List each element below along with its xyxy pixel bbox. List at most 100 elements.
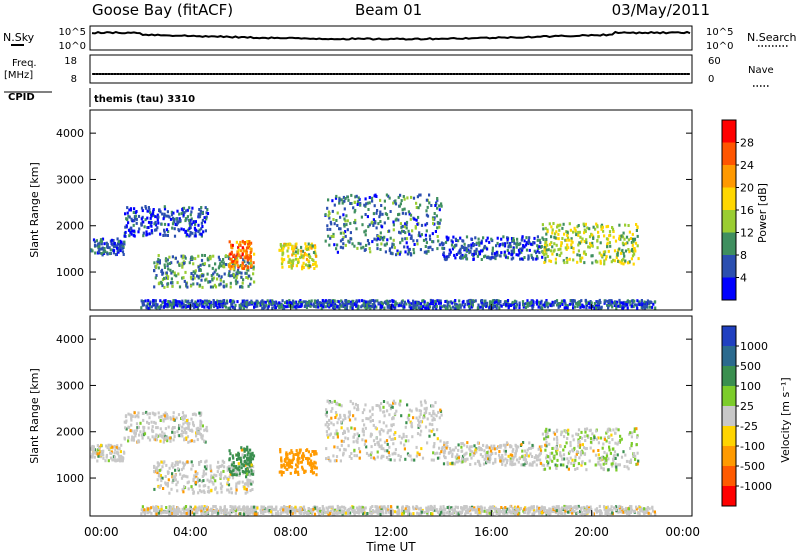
echo-pixel	[200, 490, 203, 494]
echo-pixel	[475, 241, 478, 245]
echo-pixel	[151, 425, 154, 429]
echo-pixel	[566, 260, 569, 264]
echo-pixel	[489, 453, 493, 457]
echo-pixel	[599, 259, 602, 263]
echo-pixel	[604, 250, 607, 254]
echo-pixel	[504, 445, 507, 449]
echo-pixel	[548, 466, 551, 470]
echo-pixel	[391, 242, 394, 246]
echo-pixel	[288, 304, 291, 307]
echo-pixel	[560, 251, 563, 255]
echo-pixel	[151, 231, 154, 235]
echo-pixel	[310, 459, 313, 463]
echo-pixel	[548, 222, 551, 226]
echo-pixel	[191, 488, 194, 491]
echo-pixel	[342, 451, 345, 455]
echo-pixel	[460, 442, 463, 445]
echo-pixel	[568, 302, 571, 306]
echo-pixel	[404, 439, 407, 443]
echo-pixel	[572, 258, 575, 262]
echo-pixel	[212, 482, 215, 486]
echo-pixel	[94, 451, 97, 455]
echo-pixel	[386, 431, 389, 435]
echo-pixel	[268, 505, 271, 509]
echo-pixel	[506, 511, 509, 515]
echo-pixel	[392, 228, 395, 232]
echo-pixel	[173, 227, 176, 231]
echo-pixel	[166, 482, 169, 486]
echo-pixel	[506, 249, 509, 252]
echo-pixel	[223, 272, 226, 276]
echo-pixel	[338, 227, 341, 231]
echo-pixel	[186, 285, 189, 289]
echo-pixel	[101, 246, 104, 250]
echo-pixel	[316, 300, 319, 304]
echo-pixel	[360, 246, 363, 250]
echo-pixel	[298, 456, 301, 460]
echo-pixel	[111, 243, 114, 247]
echo-pixel	[630, 304, 634, 308]
echo-pixel	[634, 241, 638, 245]
echo-pixel	[156, 478, 159, 482]
echo-pixel	[520, 442, 523, 446]
echo-pixel	[183, 261, 186, 265]
echo-pixel	[195, 228, 198, 232]
echo-pixel	[312, 259, 315, 263]
echo-pixel	[595, 429, 598, 433]
echo-pixel	[509, 453, 512, 457]
echo-pixel	[492, 461, 495, 465]
echo-pixel	[227, 478, 230, 482]
echo-pixel	[245, 251, 248, 255]
echo-pixel	[204, 278, 207, 282]
echo-pixel	[97, 245, 100, 249]
echo-pixel	[306, 248, 309, 251]
echo-pixel	[494, 257, 497, 261]
echo-pixel	[611, 305, 614, 309]
echo-pixel	[163, 266, 167, 269]
echo-pixel	[467, 244, 470, 248]
echo-pixel	[148, 306, 151, 310]
echo-pixel	[156, 213, 159, 217]
echo-pixel	[422, 416, 425, 420]
echo-pixel	[470, 243, 473, 247]
echo-pixel	[303, 305, 306, 308]
echo-pixel	[416, 432, 420, 436]
echo-pixel	[379, 198, 382, 202]
echo-pixel	[307, 301, 310, 305]
echo-pixel	[533, 456, 536, 460]
echo-pixel	[391, 245, 394, 249]
echo-pixel	[521, 455, 524, 459]
echo-pixel	[313, 302, 316, 306]
echo-pixel	[609, 301, 612, 305]
echo-pixel	[129, 429, 132, 433]
echo-pixel	[453, 306, 456, 310]
echo-pixel	[408, 247, 411, 251]
echo-pixel	[209, 285, 213, 289]
echo-pixel	[166, 234, 169, 237]
echo-pixel	[518, 301, 521, 305]
echo-pixel	[234, 263, 237, 267]
echo-pixel	[546, 431, 549, 435]
echo-pixel	[296, 458, 299, 462]
echo-pixel	[156, 426, 159, 430]
echo-pixel	[243, 301, 246, 305]
echo-pixel	[170, 213, 174, 217]
echo-pixel	[220, 260, 223, 264]
echo-pixel	[554, 236, 557, 240]
echo-pixel	[211, 266, 214, 270]
echo-pixel	[398, 402, 401, 406]
echo-pixel	[583, 452, 587, 456]
echo-pixel	[415, 416, 418, 420]
echo-pixel	[623, 237, 626, 241]
echo-pixel	[175, 300, 178, 304]
echo-pixel	[212, 305, 216, 309]
echo-pixel	[388, 306, 391, 310]
echo-pixel	[472, 257, 475, 261]
echo-pixel	[546, 228, 549, 232]
echo-pixel	[374, 221, 377, 225]
echo-pixel	[382, 429, 385, 433]
echo-pixel	[171, 222, 175, 226]
echo-pixel	[630, 257, 633, 261]
echo-pixel	[193, 305, 196, 309]
